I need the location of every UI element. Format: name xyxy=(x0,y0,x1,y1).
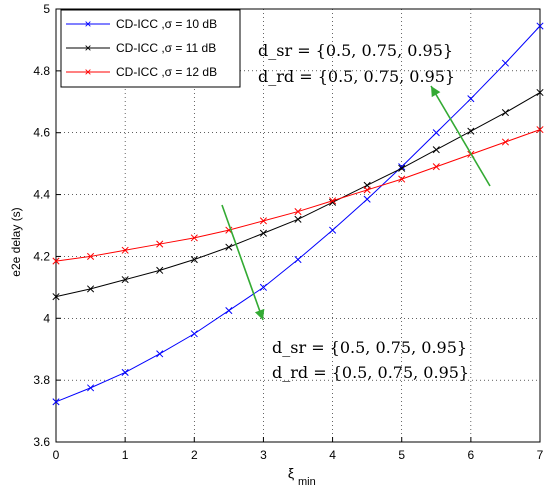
axes: 0 1 2 3 4 5 6 7 3.6 3.8 4 4.2 4.4 4.6 4.8 5 xyxy=(33,2,543,462)
x-tick-label: 6 xyxy=(468,448,475,462)
data-point xyxy=(121,276,129,284)
annotation-top-line1: d_sr = {0.5, 0.75, 0.95} xyxy=(258,41,453,60)
series-layer xyxy=(52,22,544,406)
annotation-bottom-line2: d_rd = {0.5, 0.75, 0.95} xyxy=(272,363,469,382)
y-axis-label: e2e delay (s) xyxy=(9,207,23,276)
annotation-arrows xyxy=(221,85,491,321)
x-tick-label: 3 xyxy=(260,448,267,462)
legend-marker-2: × xyxy=(84,41,91,55)
annotation-bottom: d_sr = {0.5, 0.75, 0.95} d_rd = {0.5, 0.… xyxy=(272,338,469,382)
data-point xyxy=(190,255,198,264)
arrow-down xyxy=(221,204,265,321)
legend-label-3: CD-ICC ,σ = 12 dB xyxy=(116,65,217,79)
data-point xyxy=(52,257,60,265)
arrow-up xyxy=(430,85,491,187)
x-axis-label-sub: min xyxy=(298,476,316,488)
legend-entry-2: × CD-ICC ,σ = 11 dB xyxy=(66,41,216,55)
data-point xyxy=(190,330,198,338)
data-point xyxy=(259,229,267,237)
y-tick-label: 5 xyxy=(43,2,50,16)
legend-label-1: CD-ICC ,σ = 10 dB xyxy=(116,17,217,31)
data-point xyxy=(121,246,129,254)
data-point xyxy=(329,226,337,234)
data-point xyxy=(294,208,302,216)
data-point xyxy=(329,197,337,205)
y-tick-label: 4.8 xyxy=(33,64,50,78)
data-point xyxy=(536,22,544,30)
annotation-bottom-line1: d_sr = {0.5, 0.75, 0.95} xyxy=(272,338,467,357)
plot-frame xyxy=(55,8,541,443)
data-point xyxy=(432,129,440,137)
x-axis-label: ξ min xyxy=(288,465,316,488)
series-3 xyxy=(52,126,544,265)
y-tick-label: 4.2 xyxy=(33,249,50,263)
x-tick-label: 4 xyxy=(329,448,336,462)
x-tick-label: 5 xyxy=(398,448,405,462)
data-point xyxy=(432,163,440,171)
data-point xyxy=(294,215,302,223)
data-point xyxy=(225,307,233,315)
data-point xyxy=(467,95,475,103)
data-point xyxy=(156,350,164,358)
legend-entry-1: × CD-ICC ,σ = 10 dB xyxy=(66,17,217,31)
annotation-top: d_sr = {0.5, 0.75, 0.95} d_rd = {0.5, 0.… xyxy=(258,41,455,86)
data-point xyxy=(501,59,509,67)
series-line xyxy=(55,129,541,262)
data-point xyxy=(363,195,371,203)
x-tick-label: 7 xyxy=(537,448,544,462)
legend-entry-3: × CD-ICC ,σ = 12 dB xyxy=(66,65,217,79)
annotation-top-line2: d_rd = {0.5, 0.75, 0.95} xyxy=(258,67,455,86)
data-point xyxy=(432,146,440,154)
data-point xyxy=(363,186,371,194)
data-point xyxy=(87,285,95,293)
data-point xyxy=(156,266,164,274)
x-tick-label: 2 xyxy=(191,448,198,462)
data-point xyxy=(52,398,60,406)
data-point xyxy=(225,243,233,251)
data-point xyxy=(52,293,60,301)
data-point xyxy=(536,126,544,134)
y-tick-label: 3.8 xyxy=(33,373,50,387)
y-tick-label: 4.6 xyxy=(33,126,50,140)
data-point xyxy=(190,234,198,242)
data-point xyxy=(87,384,95,392)
legend-box xyxy=(60,9,241,88)
x-axis-label-main: ξ xyxy=(288,465,294,481)
data-point xyxy=(121,368,129,376)
y-tick-label: 3.6 xyxy=(33,435,50,449)
series-1 xyxy=(52,22,544,406)
data-point xyxy=(501,138,509,146)
data-point xyxy=(259,217,267,225)
data-point xyxy=(294,255,302,264)
data-point xyxy=(467,127,475,135)
series-2 xyxy=(52,88,544,301)
legend-marker-1: × xyxy=(84,17,91,31)
data-point xyxy=(398,164,406,172)
data-point xyxy=(501,109,509,117)
legend-marker-3: × xyxy=(84,65,91,79)
legend-label-2: CD-ICC ,σ = 11 dB xyxy=(116,41,216,55)
y-tick-label: 4.4 xyxy=(33,188,50,202)
data-point xyxy=(156,240,164,248)
data-point xyxy=(87,252,95,260)
data-point xyxy=(398,175,406,183)
x-tick-label: 0 xyxy=(53,448,60,462)
y-tick-label: 4 xyxy=(43,311,50,325)
x-tick-label: 1 xyxy=(122,448,129,462)
data-point xyxy=(259,283,267,291)
legend: × CD-ICC ,σ = 10 dB × CD-ICC ,σ = 11 dB … xyxy=(60,9,241,88)
data-point xyxy=(536,88,544,97)
